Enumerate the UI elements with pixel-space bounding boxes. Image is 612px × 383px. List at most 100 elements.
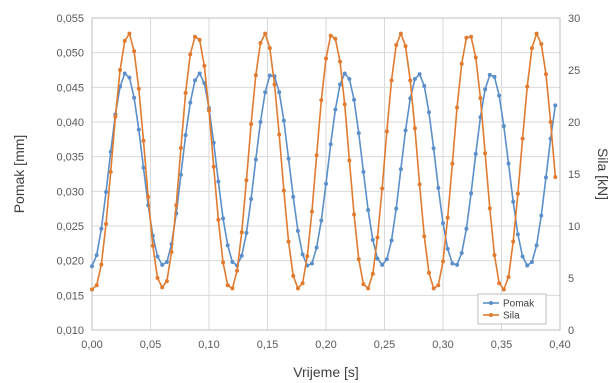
data-point-pomak [492, 74, 497, 79]
data-point-sila [150, 243, 155, 248]
data-point-sila [94, 283, 99, 288]
data-point-sila [436, 283, 441, 288]
data-point-pomak [99, 226, 104, 231]
data-point-pomak [104, 190, 109, 195]
data-point-pomak [384, 257, 389, 262]
data-point-pomak [328, 142, 333, 147]
data-point-pomak [422, 83, 427, 88]
data-point-pomak [295, 228, 300, 233]
data-point-pomak [132, 95, 137, 100]
data-point-sila [501, 287, 506, 292]
data-point-sila [300, 281, 305, 286]
data-point-sila [127, 31, 132, 36]
data-point-sila [104, 221, 109, 226]
data-point-sila [174, 203, 179, 208]
data-point-sila [361, 282, 366, 287]
data-point-sila [352, 212, 357, 217]
series-line-sila [91, 32, 557, 291]
data-point-sila [197, 37, 202, 42]
data-point-pomak [127, 75, 132, 80]
data-point-pomak [197, 71, 202, 76]
data-point-pomak [412, 77, 417, 82]
data-point-pomak [291, 194, 296, 199]
data-point-pomak [398, 167, 403, 172]
data-point-pomak [534, 243, 539, 248]
data-point-sila [375, 235, 380, 240]
data-point-sila [183, 90, 188, 95]
data-point-pomak [188, 100, 193, 105]
data-point-sila [216, 217, 221, 222]
data-point-sila [136, 86, 141, 91]
data-point-sila [90, 287, 94, 292]
data-point-pomak [211, 140, 216, 145]
x-tick-label: 0,05 [140, 339, 161, 351]
data-point-sila [192, 34, 197, 39]
data-point-sila [483, 151, 488, 156]
y-left-tick-label: 0,030 [56, 186, 84, 198]
data-point-sila [263, 31, 268, 36]
data-point-sila [445, 215, 450, 220]
data-point-pomak [501, 124, 506, 129]
data-point-sila [258, 40, 263, 45]
data-point-pomak [225, 243, 230, 248]
data-point-pomak [511, 199, 516, 204]
data-point-pomak [155, 254, 160, 259]
plot-area [91, 17, 561, 331]
data-point-sila [506, 274, 511, 279]
data-point-sila [207, 108, 211, 113]
data-point-pomak [455, 262, 460, 267]
y-right-tick-label: 15 [568, 169, 580, 181]
legend-marker-sila [489, 313, 493, 317]
x-axis-title: Vrijeme [s] [293, 364, 359, 380]
data-point-pomak [394, 206, 399, 211]
data-point-pomak [366, 208, 371, 213]
data-point-sila [253, 73, 258, 78]
data-point-pomak [380, 262, 385, 267]
data-point-pomak [183, 133, 188, 138]
data-point-pomak [389, 238, 394, 243]
data-point-sila [455, 105, 460, 110]
plot-border [91, 17, 561, 331]
x-tick-label: 0,15 [257, 339, 278, 351]
data-point-sila [511, 239, 516, 244]
data-point-pomak [539, 213, 544, 218]
data-point-sila [543, 72, 548, 77]
data-point-sila [342, 102, 347, 107]
data-point-sila [403, 44, 408, 49]
data-point-pomak [543, 175, 548, 180]
data-point-pomak [342, 71, 347, 76]
data-point-sila [146, 194, 151, 199]
data-point-sila [426, 270, 431, 275]
data-point-pomak [445, 246, 450, 251]
data-point-pomak [441, 221, 445, 226]
data-point-sila [412, 126, 417, 131]
legend-box [477, 293, 547, 325]
data-point-sila [478, 96, 483, 101]
y-left-tick-label: 0,045 [56, 82, 84, 94]
data-point-sila [132, 49, 137, 54]
data-point-pomak [338, 82, 343, 87]
data-point-sila [272, 82, 277, 87]
y-right-tick-label: 10 [568, 221, 580, 233]
x-tick-label: 0,00 [81, 339, 102, 351]
data-point-pomak [347, 77, 352, 82]
data-point-pomak [525, 263, 530, 268]
x-tick-label: 0,30 [432, 339, 453, 351]
data-point-sila [155, 276, 160, 280]
data-point-sila [464, 35, 469, 40]
x-tick-label: 0,25 [374, 339, 395, 351]
y-right-axis-title: Sila [kN] [595, 148, 611, 200]
data-point-sila [370, 271, 375, 276]
data-point-sila [553, 175, 558, 180]
data-point-sila [286, 239, 291, 244]
data-point-pomak [90, 264, 94, 269]
y-right-tick-label: 0 [568, 325, 574, 337]
data-point-sila [244, 178, 249, 183]
data-point-sila [384, 129, 389, 134]
y-left-tick-label: 0,035 [56, 152, 84, 164]
data-point-pomak [520, 254, 525, 259]
data-point-pomak [239, 253, 244, 258]
data-point-sila [169, 250, 174, 254]
data-point-pomak [160, 262, 165, 267]
